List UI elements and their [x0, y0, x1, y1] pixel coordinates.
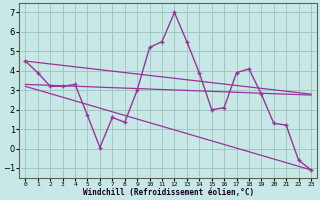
- X-axis label: Windchill (Refroidissement éolien,°C): Windchill (Refroidissement éolien,°C): [83, 188, 254, 197]
